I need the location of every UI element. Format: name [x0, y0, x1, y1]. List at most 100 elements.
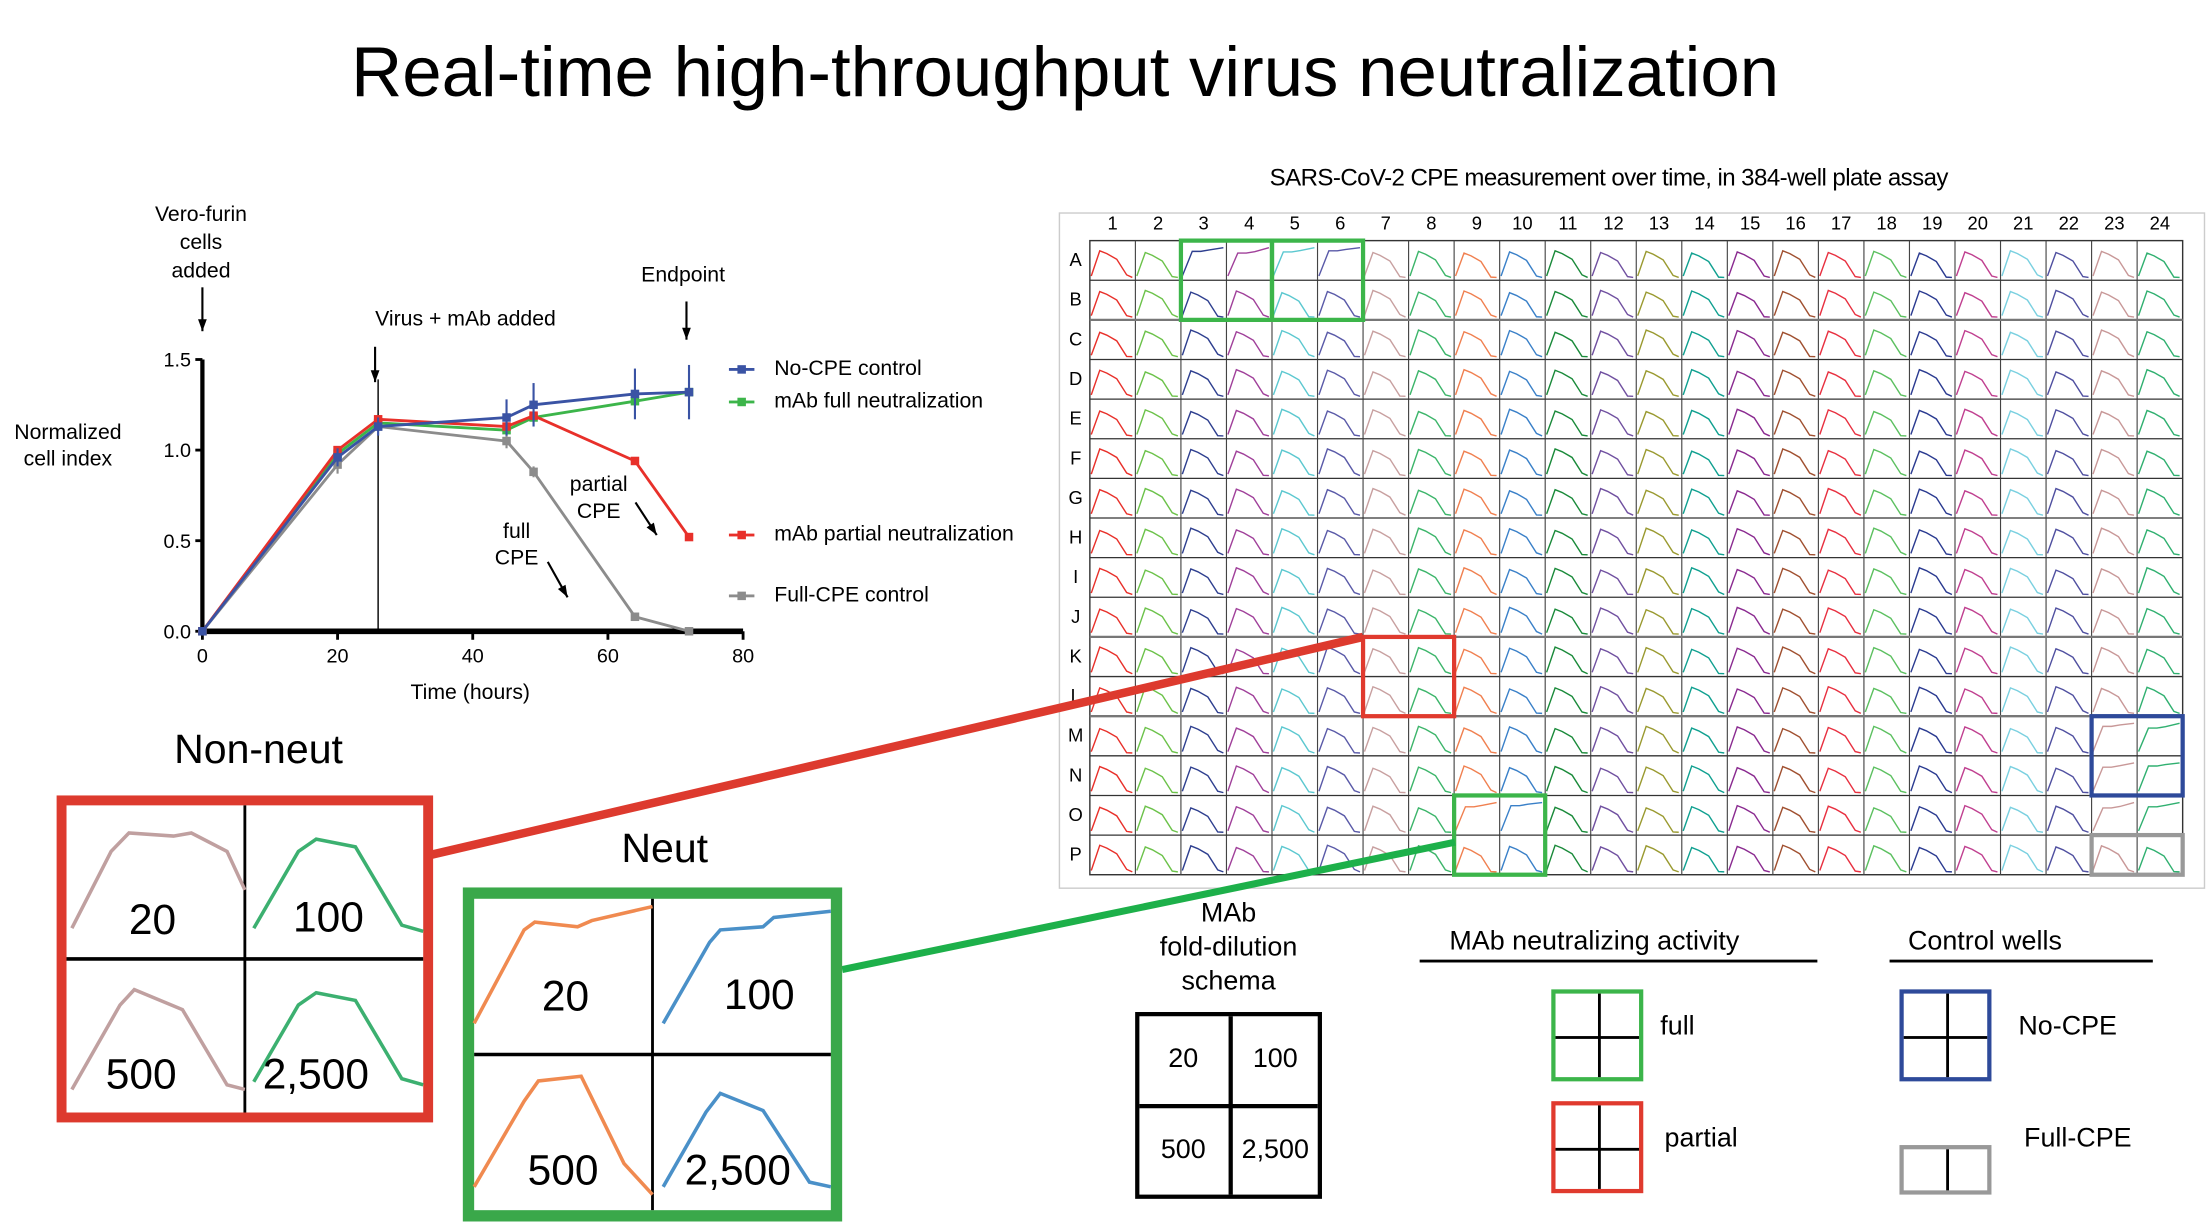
legend-marker: [737, 530, 746, 540]
well-K20-curve: [1955, 647, 1998, 675]
x-tick-label: 20: [327, 645, 349, 667]
well-M7-curve: [1363, 726, 1406, 754]
well-C22-curve: [2046, 330, 2089, 358]
well-P16-curve: [1773, 844, 1816, 873]
well-I22-curve: [2046, 569, 2089, 596]
well-J22-curve: [2046, 607, 2089, 635]
well-O15-curve: [1728, 804, 1771, 833]
well-M18-curve: [1864, 725, 1907, 754]
well-E18-curve: [1864, 410, 1907, 437]
well-E1-curve: [1090, 410, 1133, 437]
well-C24-curve: [2137, 330, 2180, 358]
row-label: J: [1071, 605, 1081, 628]
well-D24-curve: [2137, 368, 2180, 397]
well-I9-curve: [1454, 566, 1497, 596]
well-L23-curve: [2092, 687, 2135, 715]
column-label: 7: [1380, 212, 1391, 234]
inset-cells: [472, 898, 832, 1211]
row-label: H: [1069, 526, 1083, 548]
data-point: [373, 422, 383, 431]
well-H21-curve: [2001, 529, 2044, 556]
well-G9-curve: [1454, 488, 1497, 516]
arrow-partial-cpe-head: [646, 522, 657, 536]
well-K21-curve: [2001, 646, 2044, 675]
well-J3-curve: [1181, 608, 1224, 635]
well-F21-curve: [2001, 448, 2044, 477]
well-I6-curve: [1318, 567, 1361, 596]
well-H16-curve: [1773, 529, 1816, 556]
well-G23-curve: [2092, 489, 2135, 516]
inset-curve: [70, 987, 246, 1092]
row-label: D: [1069, 368, 1083, 390]
well-H18-curve: [1864, 527, 1907, 556]
well-O11-curve: [1545, 806, 1588, 833]
well-N23-curve: [2092, 762, 2135, 792]
well-K10-curve: [1500, 647, 1543, 675]
well-M22-curve: [2046, 726, 2089, 754]
well-H20-curve: [1955, 527, 1998, 556]
well-M9-curve: [1454, 727, 1497, 754]
well-D17-curve: [1819, 371, 1861, 398]
well-C14-curve: [1682, 330, 1725, 358]
column-label: 5: [1289, 212, 1300, 234]
well-C19-curve: [1910, 330, 1953, 358]
well-A4-curve: [1227, 247, 1270, 277]
well-K19-curve: [1910, 648, 1952, 675]
well-M17-curve: [1819, 726, 1862, 754]
well-J12-curve: [1591, 607, 1634, 635]
legend-box-full-cpe: [1899, 1145, 1992, 1195]
well-B3-curve: [1181, 291, 1224, 318]
inset-border: [56, 795, 434, 1123]
well-J23-curve: [2092, 608, 2135, 635]
well-F7-curve: [1363, 449, 1406, 477]
well-O21-curve: [2001, 806, 2044, 833]
well-G1-curve: [1090, 488, 1133, 516]
well-H17-curve: [1819, 528, 1862, 556]
well-D21-curve: [2001, 369, 2044, 397]
well-M14-curve: [1682, 727, 1725, 754]
well-D7-curve: [1363, 371, 1406, 398]
well-H1-curve: [1090, 529, 1133, 556]
data-point: [630, 612, 640, 622]
control-title: Control wells: [1907, 927, 2062, 957]
column-label: 8: [1426, 212, 1437, 234]
well-F16-curve: [1773, 448, 1816, 477]
well-P1-curve: [1090, 844, 1133, 873]
well-N11-curve: [1545, 765, 1588, 794]
well-E17-curve: [1819, 408, 1862, 437]
inset-curve: [472, 1074, 654, 1196]
well-B13-curve: [1637, 291, 1679, 318]
well-E15-curve: [1728, 408, 1771, 437]
well-E9-curve: [1454, 409, 1497, 437]
well-B5-curve: [1272, 291, 1315, 318]
well-L13-curve: [1637, 687, 1679, 715]
data-point: [529, 467, 538, 477]
well-P4-curve: [1227, 846, 1269, 873]
well-K13-curve: [1637, 646, 1679, 675]
annotation-line: partial: [569, 472, 628, 497]
arrow-full-cpe-head: [557, 584, 568, 598]
well-M8-curve: [1409, 725, 1452, 754]
well-B17-curve: [1819, 289, 1862, 318]
neut-inset: 20 100 500 2,500: [462, 887, 843, 1222]
well-B24-curve: [2137, 290, 2180, 318]
well-N12-curve: [1591, 767, 1634, 794]
well-N1-curve: [1090, 765, 1133, 794]
well-I11-curve: [1545, 567, 1588, 596]
well-M6-curve: [1318, 727, 1361, 754]
well-J14-curve: [1682, 607, 1725, 635]
well-M16-curve: [1773, 727, 1816, 754]
well-F20-curve: [1955, 449, 1998, 477]
well-D9-curve: [1454, 368, 1497, 397]
legend-label-full: full: [1660, 1012, 1695, 1042]
data-point: [684, 387, 694, 397]
data-point: [529, 400, 538, 410]
well-E13-curve: [1637, 410, 1679, 437]
well-F3-curve: [1181, 448, 1224, 477]
well-E22-curve: [2046, 408, 2089, 437]
well-B14-curve: [1682, 290, 1725, 318]
well-P17-curve: [1819, 846, 1861, 873]
well-I8-curve: [1409, 568, 1452, 596]
activity-title: MAb neutralizing activity: [1449, 927, 1740, 957]
well-P3-curve: [1181, 844, 1224, 873]
